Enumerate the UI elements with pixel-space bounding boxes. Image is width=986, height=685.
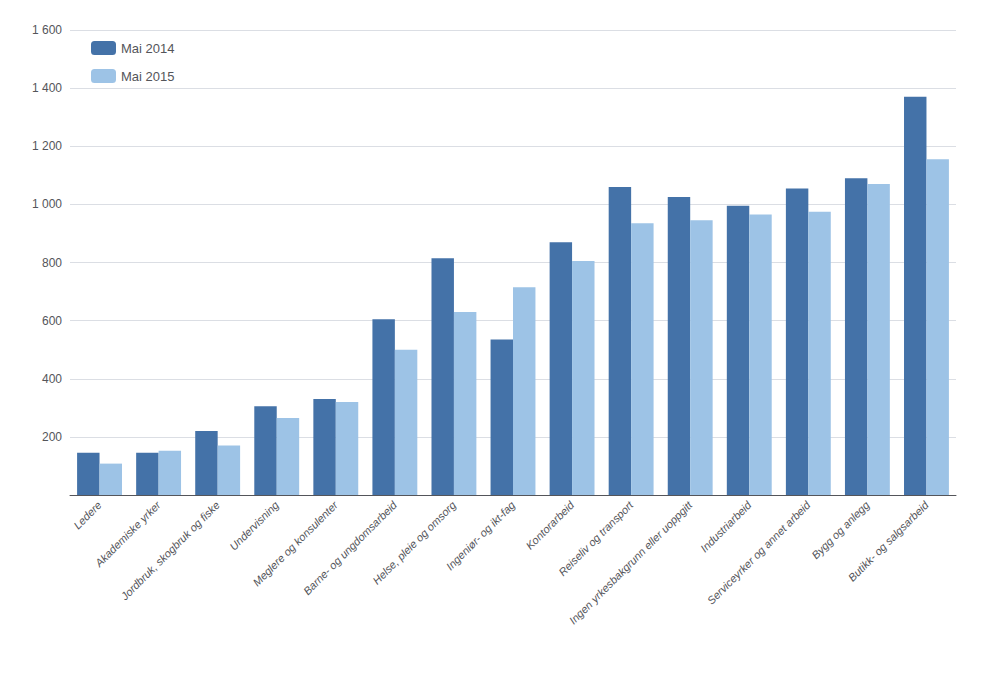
svg-text:1 600: 1 600	[32, 23, 62, 37]
svg-text:Meglere og konsulenter: Meglere og konsulenter	[250, 498, 340, 589]
svg-text:Butikk- og salgsarbeid: Butikk- og salgsarbeid	[846, 498, 932, 584]
svg-text:Serviceyrker og annet arbeid: Serviceyrker og annet arbeid	[705, 498, 813, 606]
svg-text:400: 400	[42, 372, 62, 386]
svg-text:Ledere: Ledere	[71, 499, 104, 532]
svg-text:Ingeniør- og ikt-fag: Ingeniør- og ikt-fag	[444, 498, 518, 572]
svg-text:Undervisning: Undervisning	[227, 498, 281, 552]
svg-text:600: 600	[42, 314, 62, 328]
svg-text:Reiseliv og transport: Reiseliv og transport	[556, 498, 636, 579]
svg-text:Jordbruk, skogbruk og fiske: Jordbruk, skogbruk og fiske	[118, 499, 222, 603]
svg-text:1 200: 1 200	[32, 139, 62, 153]
svg-text:Industriarbeid: Industriarbeid	[698, 498, 754, 554]
svg-text:Mai 2015: Mai 2015	[121, 69, 174, 84]
svg-text:Mai 2014: Mai 2014	[121, 41, 174, 56]
svg-text:1 400: 1 400	[32, 81, 62, 95]
svg-text:Akademiske yrker: Akademiske yrker	[92, 498, 163, 569]
svg-text:800: 800	[42, 256, 62, 270]
svg-text:Bygg og anlegg: Bygg og anlegg	[809, 498, 872, 561]
svg-text:Helse, pleie og omsorg: Helse, pleie og omsorg	[370, 498, 459, 587]
svg-text:Ingen yrkesbakgrunn eller uopp: Ingen yrkesbakgrunn eller uoppgitt	[567, 498, 695, 626]
svg-text:Barne- og ungdomsarbeid: Barne- og ungdomsarbeid	[301, 498, 400, 597]
svg-text:200: 200	[42, 430, 62, 444]
svg-text:1 000: 1 000	[32, 197, 62, 211]
svg-text:Kontorarbeid: Kontorarbeid	[523, 498, 577, 552]
